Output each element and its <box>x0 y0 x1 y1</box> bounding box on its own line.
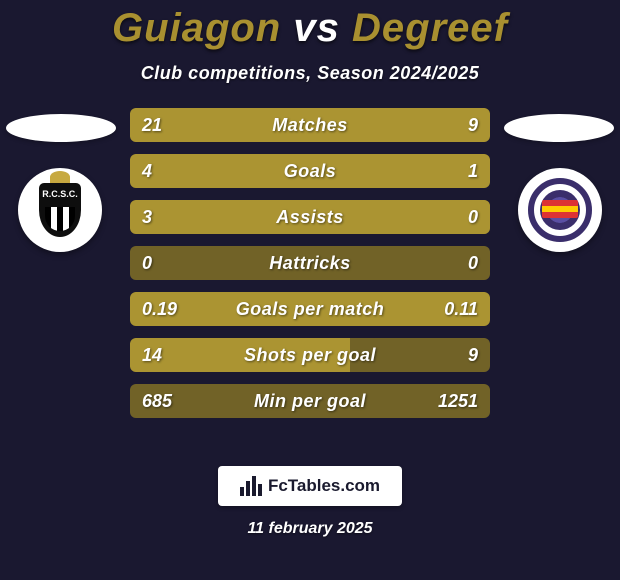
player-photo-right-placeholder <box>504 114 614 142</box>
club-crest-left: R.C.S.C. <box>18 168 102 252</box>
stat-row: 0.190.11Goals per match <box>130 292 490 326</box>
page-title: Guiagon vs Degreef <box>0 0 620 51</box>
title-vs: vs <box>293 6 340 50</box>
site-name: FcTables.com <box>268 476 380 496</box>
stat-row: 6851251Min per goal <box>130 384 490 418</box>
stat-row: 00Hattricks <box>130 246 490 280</box>
player-photo-left-placeholder <box>6 114 116 142</box>
stat-row: 41Goals <box>130 154 490 188</box>
fctables-bars-icon <box>240 476 262 496</box>
anderlecht-crest-icon <box>528 178 592 242</box>
stat-label: Matches <box>130 115 490 136</box>
comparison-card: Guiagon vs Degreef Club competitions, Se… <box>0 0 620 580</box>
title-player-left: Guiagon <box>112 6 281 50</box>
stat-label: Min per goal <box>130 391 490 412</box>
site-logo[interactable]: FcTables.com <box>218 466 402 506</box>
stat-label: Shots per goal <box>130 345 490 366</box>
stat-label: Assists <box>130 207 490 228</box>
title-player-right: Degreef <box>352 6 508 50</box>
stats-area: R.C.S.C. 219Matches 41Goals 30Assists 00Hat… <box>0 108 620 448</box>
club-crest-right <box>518 168 602 252</box>
stat-row: 30Assists <box>130 200 490 234</box>
stat-bars: 219Matches 41Goals 30Assists 00Hattricks 0.1… <box>130 108 490 430</box>
stat-label: Goals <box>130 161 490 182</box>
stat-label: Hattricks <box>130 253 490 274</box>
stat-label: Goals per match <box>130 299 490 320</box>
charleroi-shield-icon: R.C.S.C. <box>36 180 84 240</box>
subtitle: Club competitions, Season 2024/2025 <box>0 63 620 84</box>
date-text: 11 february 2025 <box>0 520 620 538</box>
stat-row: 149Shots per goal <box>130 338 490 372</box>
stat-row: 219Matches <box>130 108 490 142</box>
